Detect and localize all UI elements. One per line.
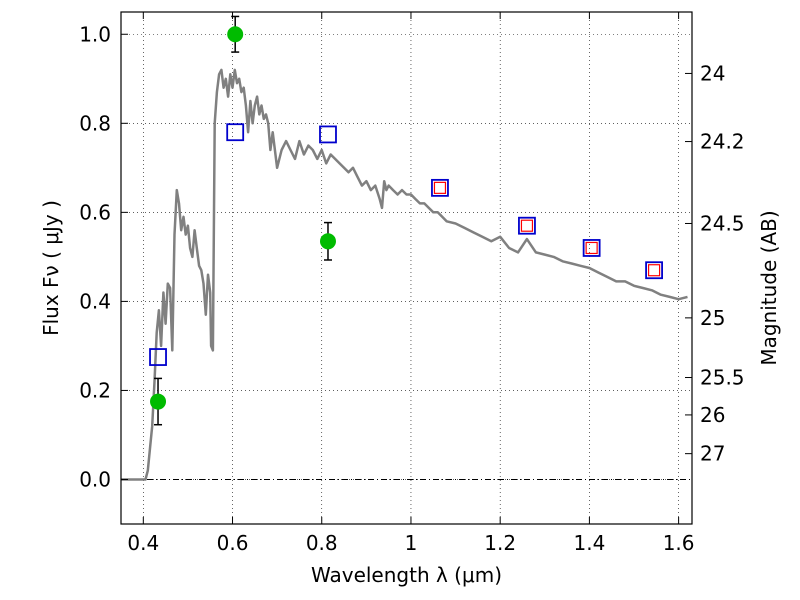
observed-point <box>150 393 167 410</box>
x-tick-label: 1.4 <box>573 531 605 555</box>
mag-tick-label: 24.2 <box>700 130 745 154</box>
y-tick-label: 0.4 <box>79 289 111 313</box>
model-square-marker <box>319 125 337 144</box>
template-sed-layer <box>121 68 688 481</box>
x-tick-label: 1.6 <box>663 531 695 555</box>
model-inner-marker <box>647 264 661 277</box>
y-axis-label: Flux Fν ( μJy ) <box>39 200 63 336</box>
x-tick-label: 0.8 <box>306 531 338 555</box>
model-inner-marker <box>433 181 447 194</box>
x-axis-label: Wavelength λ (μm) <box>311 563 502 587</box>
y-tick-label: 1.0 <box>79 22 111 46</box>
model-square-marker <box>518 216 536 235</box>
mag-tick-label: 25.5 <box>700 366 745 390</box>
y2-axis-label: Magnitude (AB) <box>757 210 781 365</box>
mag-tick-label: 25 <box>700 306 725 330</box>
observed-point <box>319 233 336 250</box>
mag-tick-label: 24.5 <box>700 211 745 235</box>
plot-frame <box>120 11 693 525</box>
marker-layer <box>149 15 663 426</box>
x-tick-label: 1 <box>405 531 418 555</box>
y-tick-label: 0.6 <box>79 200 111 224</box>
model-square-marker <box>645 261 663 280</box>
model-inner-marker <box>585 241 598 255</box>
y-tick-label: 0.2 <box>79 378 111 402</box>
y-tick-label: 0.0 <box>79 467 111 491</box>
mag-tick-label: 27 <box>700 442 725 466</box>
model-square-marker <box>582 239 601 257</box>
y-tick-label: 0.8 <box>79 111 111 135</box>
model-square-marker <box>149 348 167 366</box>
observed-point <box>227 26 244 43</box>
model-square-marker <box>431 178 449 197</box>
grid <box>121 12 692 524</box>
x-tick-label: 0.6 <box>217 531 249 555</box>
model-inner-marker <box>520 219 534 232</box>
mag-tick-label: 26 <box>700 403 725 427</box>
sed-line <box>121 68 688 481</box>
model-square-marker <box>226 123 245 142</box>
x-tick-label: 0.4 <box>127 531 159 555</box>
x-tick-label: 1.2 <box>484 531 516 555</box>
tick-layer: 0.4 0.6 0.8 1 1.2 1.4 1.6 0.0 0.2 0.4 0.6 0.8 1.0 24 2… <box>79 12 745 555</box>
mag-tick-label: 24 <box>700 61 725 85</box>
